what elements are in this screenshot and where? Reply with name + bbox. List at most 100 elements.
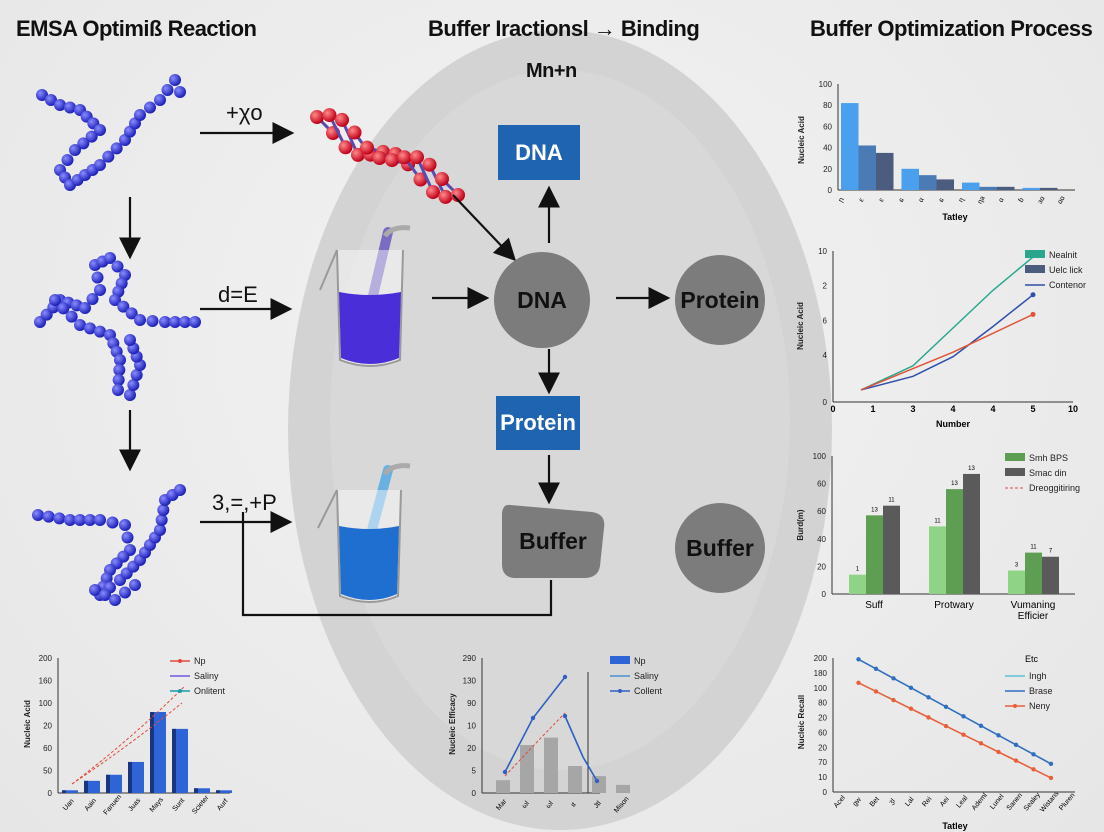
right-title: Buffer Optimization Process xyxy=(810,16,1093,41)
chart-recall-lines: 0 10 70 20 60 20 80 100 180 200 Acel ɡw Bet ʒl Lal Rei A… xyxy=(797,654,1077,831)
bar xyxy=(946,489,963,594)
bead xyxy=(74,514,86,526)
legend-label: Uelc lick xyxy=(1049,265,1083,275)
bar xyxy=(194,788,210,793)
y-tick-label: 2 xyxy=(823,282,828,291)
helix-bead xyxy=(410,150,424,165)
y-axis-label: Nucleic Recall xyxy=(797,695,806,749)
x-tick-label: ɑ xyxy=(998,197,1006,204)
bead xyxy=(112,384,124,396)
bar xyxy=(616,784,630,793)
x-tick-label: 10 xyxy=(1068,404,1078,414)
y-tick-label: 20 xyxy=(818,743,827,752)
bead xyxy=(174,86,186,98)
y-axis-label: Nucleic Acid xyxy=(796,302,805,350)
dna-box: DNA xyxy=(498,125,580,180)
bead xyxy=(64,514,76,526)
bead xyxy=(49,294,61,306)
x-tick-label: ιt xyxy=(570,801,578,808)
series-line xyxy=(860,256,1034,391)
bead xyxy=(134,109,146,121)
bead xyxy=(36,89,48,101)
bar-value-label: 13 xyxy=(871,507,878,513)
y-tick-label: 60 xyxy=(43,744,52,753)
y-tick-label: 4 xyxy=(823,351,828,360)
x-tick-label: Juas xyxy=(127,797,142,813)
y-tick-label: 0 xyxy=(472,789,477,798)
bar xyxy=(1008,570,1025,594)
bead xyxy=(42,510,55,523)
bead xyxy=(169,316,181,328)
x-tick-label: Uan xyxy=(62,798,76,812)
legend-label: Smac din xyxy=(1029,468,1067,478)
series-point xyxy=(978,723,984,729)
x-tick-label: ꞃ xyxy=(838,196,847,204)
bead xyxy=(125,307,138,320)
series-point xyxy=(908,685,914,691)
chart-bottom-center: 0 5 20 10 90 130 290 Mar ωl ωl ιt Jtl Mison Np Saliny C… xyxy=(448,654,663,814)
legend-swatch xyxy=(1025,250,1045,258)
bar xyxy=(858,145,876,190)
feedback-line xyxy=(241,512,553,617)
reaction-label-3: 3,=,+P xyxy=(212,490,277,515)
x-tick-label: ʒl xyxy=(888,797,897,806)
x-axis-label: Tatley xyxy=(942,821,967,831)
bead xyxy=(113,364,126,376)
legend-label: Ingh xyxy=(1029,671,1047,681)
bead xyxy=(85,130,98,143)
protein-chains xyxy=(32,74,201,606)
y-tick-label: 130 xyxy=(463,677,477,686)
helix-bead xyxy=(397,150,412,165)
y-tick-label: 0 xyxy=(48,789,53,798)
series-point xyxy=(594,778,600,784)
bar xyxy=(496,780,510,793)
legend-label: Np xyxy=(634,656,646,666)
x-tick-label: Bet xyxy=(869,796,881,809)
series-point xyxy=(926,715,931,720)
legend-label: Nealnit xyxy=(1049,250,1078,260)
series-point xyxy=(856,657,861,662)
legend-swatch xyxy=(1005,468,1025,476)
bar xyxy=(841,103,859,190)
bead xyxy=(124,334,136,346)
protein-box: Protein xyxy=(496,396,580,450)
x-tick-label: Sunt xyxy=(172,797,187,813)
bar-shade xyxy=(150,712,154,793)
bar-value-label: 1 xyxy=(856,567,860,573)
bar-value-label: 11 xyxy=(888,498,895,504)
center-subtitle: Mn+n xyxy=(526,60,577,82)
y-tick-label: 0 xyxy=(823,788,828,797)
series-point xyxy=(891,676,896,681)
bead xyxy=(79,302,91,314)
series-point xyxy=(978,741,984,746)
series-point xyxy=(926,695,931,700)
y-tick-label: 290 xyxy=(463,654,477,663)
bead xyxy=(189,316,201,328)
helix-bead xyxy=(335,112,349,127)
y-tick-label: 70 xyxy=(818,758,827,767)
bar-shade xyxy=(84,780,88,793)
legend-marker xyxy=(1013,704,1017,708)
series-end-marker xyxy=(1030,311,1036,317)
bead xyxy=(134,314,146,326)
bar xyxy=(849,574,866,594)
bar xyxy=(979,186,997,190)
bar-value-label: 7 xyxy=(1049,549,1053,555)
y-tick-label: 80 xyxy=(818,699,827,708)
x-tick-label: Leal xyxy=(955,794,969,809)
y-tick-label: 20 xyxy=(823,165,832,174)
x-tick-label: 5 xyxy=(1030,404,1035,414)
series-point xyxy=(943,704,949,710)
helix-bead xyxy=(322,108,337,123)
bead xyxy=(89,584,101,596)
helix-bead xyxy=(385,153,399,168)
helix-bead xyxy=(347,125,362,140)
x-tick-label: ωl xyxy=(521,800,531,810)
chart-nucleic-acid-bars: 0 20 40 60 80 100 ꞃ ε ɛ ɕ α ɕ ɳ ɳa ɑ ɓ ɜɑ ɑɑ Tatley Nucleic… xyxy=(797,80,1075,222)
series-point xyxy=(873,689,879,694)
x-tick-label: ɳ xyxy=(958,196,967,204)
bar xyxy=(962,182,980,190)
arrow-helix-to-dna xyxy=(452,194,517,262)
series-point xyxy=(1048,775,1054,781)
x-tick-label: ɡw xyxy=(852,796,864,808)
